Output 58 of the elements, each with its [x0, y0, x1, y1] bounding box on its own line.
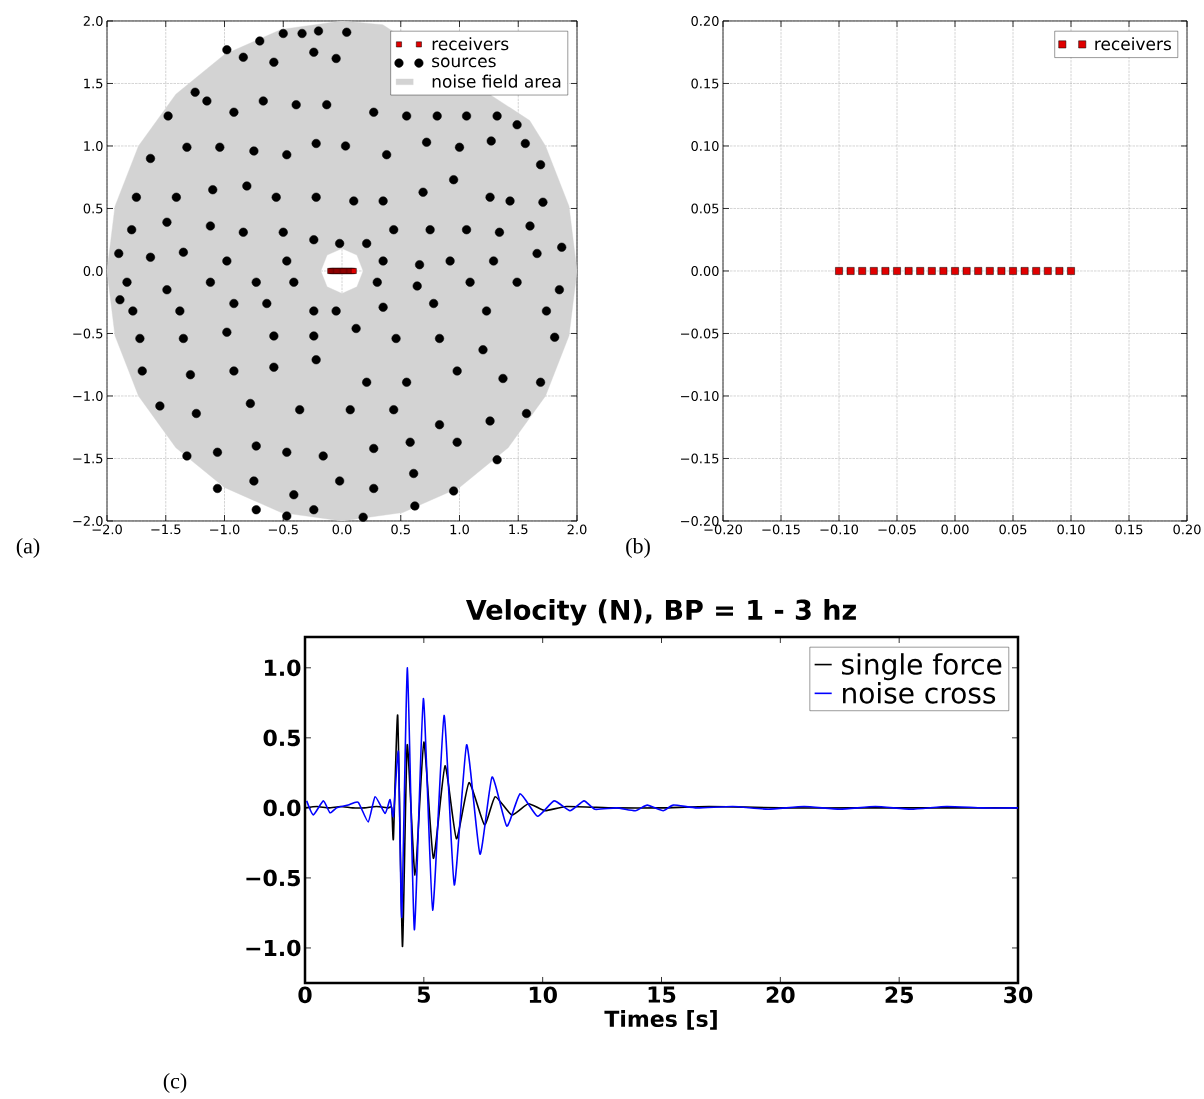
- legend-label: single force: [842, 653, 1002, 681]
- text: (a): [16, 538, 40, 558]
- y-tick-label: 0.5: [263, 729, 300, 747]
- x-axis-title: Times [s]: [604, 1010, 717, 1030]
- y-tick-label: −2.0: [73, 516, 103, 526]
- y-tick-label: −1.5: [73, 453, 103, 464]
- y-tick-label: 0.00: [691, 266, 719, 276]
- x-tick-label: −1.5: [151, 524, 181, 535]
- y-tick-label: 1.0: [264, 659, 301, 677]
- y-tick-label: −0.15: [681, 453, 719, 464]
- y-tick-label: 0.10: [691, 141, 719, 151]
- y-tick-label: 0.15: [691, 78, 719, 89]
- legend-label: receivers: [1095, 37, 1171, 51]
- x-tick-label: 20: [766, 986, 795, 1004]
- x-tick-label: 0.5: [391, 524, 410, 535]
- x-tick-label: 25: [885, 986, 913, 1004]
- x-tick-label: 0.00: [941, 524, 969, 535]
- chart-title: Velocity (N), BP = 1 - 3 hz: [465, 599, 856, 626]
- x-tick-label: 10: [529, 986, 557, 1004]
- x-tick-label: 15: [648, 986, 676, 1003]
- y-tick-label: 0.0: [83, 266, 103, 276]
- y-tick-label: −0.20: [681, 516, 719, 526]
- x-tick-label: 0.05: [999, 524, 1027, 535]
- y-tick-label: −0.5: [73, 328, 103, 339]
- x-tick-label: 0.10: [1057, 524, 1085, 535]
- x-tick-label: −0.20: [704, 524, 743, 535]
- y-tick-label: −0.10: [681, 391, 719, 401]
- legend-label: sources: [432, 57, 496, 68]
- x-tick-label: 2.0: [567, 524, 587, 535]
- y-tick-label: 2.0: [83, 16, 103, 26]
- y-tick-label: −1.0: [73, 391, 103, 401]
- x-tick-label: 5: [417, 986, 430, 1003]
- x-tick-label: −0.15: [762, 524, 800, 535]
- x-tick-label: −0.10: [820, 524, 859, 535]
- y-tick-label: 0.05: [691, 203, 719, 214]
- x-tick-label: −1.0: [210, 524, 240, 535]
- legend-label: noise field area: [432, 74, 561, 88]
- text: (b): [626, 538, 650, 558]
- x-tick-label: −2.0: [92, 524, 122, 535]
- x-tick-label: 0.15: [1115, 524, 1143, 535]
- y-tick-label: 0.20: [691, 16, 719, 26]
- x-tick-label: 0.20: [1173, 524, 1201, 535]
- legend-label: receivers: [432, 37, 509, 51]
- x-tick-label: 1.0: [450, 524, 469, 535]
- y-tick-label: 0.0: [263, 799, 301, 817]
- x-tick-label: 0.0: [332, 524, 352, 535]
- x-tick-label: 0: [298, 986, 312, 1004]
- text: (c): [163, 1073, 187, 1093]
- y-tick-label: −0.05: [681, 328, 719, 339]
- x-tick-label: −0.05: [878, 524, 916, 535]
- y-tick-label: 0.5: [83, 203, 103, 214]
- x-tick-label: 30: [1004, 986, 1033, 1004]
- legend-label: noise cross: [843, 681, 996, 704]
- y-tick-label: −0.5: [246, 869, 300, 887]
- x-tick-label: 1.5: [509, 524, 528, 535]
- y-tick-label: −1.0: [246, 939, 301, 957]
- y-tick-label: 1.0: [84, 141, 103, 151]
- y-tick-label: 1.5: [84, 78, 103, 89]
